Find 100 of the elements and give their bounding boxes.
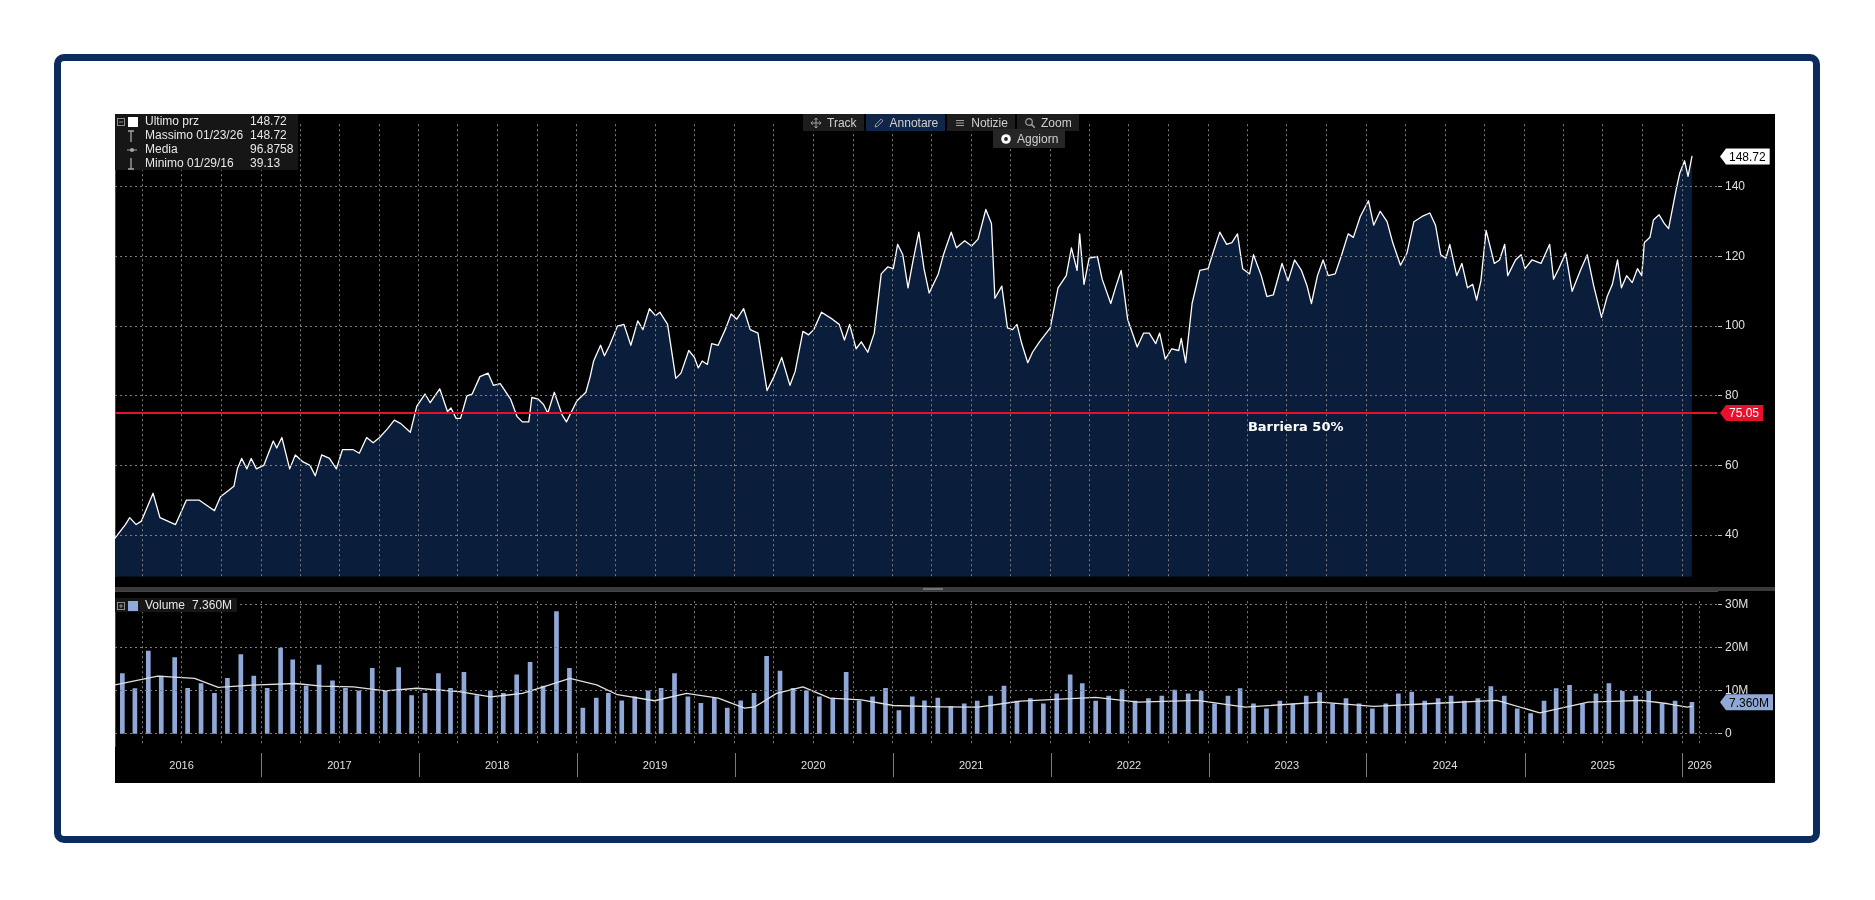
text: 148.72 — [1729, 149, 1767, 164]
bar — [1580, 703, 1585, 734]
annotation: Minimo 01/29/16 — [144, 156, 235, 170]
bar — [948, 706, 954, 734]
bar — [120, 673, 125, 734]
bar — [1093, 700, 1098, 734]
bar — [1462, 700, 1467, 734]
bar — [1317, 692, 1322, 734]
y-tick-label: 100 — [1725, 318, 1746, 333]
bar — [1054, 693, 1060, 734]
bar — [632, 696, 638, 734]
annotation: Aggiorn — [1017, 131, 1059, 146]
annotation: Media — [144, 142, 179, 156]
bar — [554, 611, 559, 734]
bar — [922, 700, 927, 734]
bar — [1383, 703, 1389, 734]
bar — [988, 695, 993, 734]
bar — [343, 687, 348, 734]
ref-line-label: Barriera 50% — [1247, 418, 1344, 434]
x-tick-label: 2019 — [642, 758, 668, 771]
bar — [1619, 690, 1625, 734]
bar — [1172, 689, 1178, 734]
y-tick-label: 60 — [1725, 457, 1739, 472]
bar — [1028, 698, 1033, 734]
y-tick-label: 140 — [1725, 179, 1746, 194]
bar — [290, 659, 296, 734]
bar — [264, 687, 270, 734]
x-tick-label: 2023 — [1274, 758, 1300, 771]
bar — [870, 696, 875, 734]
bar — [1514, 708, 1520, 734]
bar — [1159, 695, 1165, 734]
bar — [514, 674, 520, 734]
y-tick-label: 0 — [1725, 726, 1732, 741]
y-tick-label: 120 — [1725, 248, 1746, 263]
bar — [1185, 693, 1191, 734]
bar — [910, 696, 915, 734]
y-tick-label: 30M — [1725, 596, 1749, 611]
bar — [1264, 708, 1269, 734]
annotation: 148.72 — [249, 128, 288, 142]
annotation: Zoom — [1040, 115, 1072, 130]
bar — [606, 693, 611, 734]
bar — [409, 695, 414, 734]
bar — [185, 687, 190, 734]
bar — [500, 693, 506, 734]
x-tick-label: 2025 — [1590, 758, 1616, 771]
y-tick-label: 80 — [1725, 388, 1739, 403]
bar — [1633, 695, 1639, 734]
bar — [764, 656, 769, 734]
annotation: 148.72 — [249, 114, 288, 128]
x-tick-label: 2021 — [958, 758, 984, 771]
bar — [1212, 703, 1217, 734]
y-tick-label: 20M — [1725, 640, 1749, 655]
bar — [672, 673, 677, 734]
bar — [1422, 700, 1428, 734]
bar — [1079, 683, 1085, 734]
bar — [225, 678, 230, 734]
bar — [1501, 695, 1507, 734]
x-tick-label: 2020 — [801, 758, 826, 771]
annotation: Annotare — [889, 115, 939, 130]
bar — [238, 654, 244, 734]
bar — [1646, 690, 1652, 734]
bar — [567, 668, 572, 734]
bar — [382, 690, 388, 734]
bar — [724, 707, 730, 734]
bar — [1290, 703, 1296, 734]
bar — [1396, 693, 1401, 734]
bar — [1409, 691, 1415, 734]
bar — [1528, 713, 1533, 734]
x-tick-label: 2024 — [1432, 758, 1458, 771]
bar — [711, 697, 717, 734]
bar — [974, 700, 980, 734]
bar — [1251, 703, 1256, 734]
bar — [396, 667, 401, 734]
bar — [830, 697, 836, 734]
bar — [1330, 703, 1335, 734]
bar — [158, 675, 164, 734]
text: 7.360M — [1729, 695, 1770, 710]
bar — [487, 690, 493, 734]
x-tick-label: 2017 — [327, 758, 352, 771]
bar — [1370, 708, 1375, 734]
bar — [804, 690, 809, 734]
legend-label: Volume — [144, 598, 187, 612]
bar — [369, 668, 375, 734]
bar — [251, 675, 257, 734]
annotation: Notizie — [971, 115, 1008, 130]
bar — [172, 657, 177, 734]
bar — [817, 696, 822, 734]
bar — [436, 673, 441, 734]
bar — [1146, 698, 1151, 734]
bar — [330, 680, 335, 734]
bar — [1106, 695, 1111, 734]
bar — [1567, 684, 1572, 734]
annotation: 96.8758 — [249, 142, 295, 156]
bar — [593, 697, 599, 734]
bar — [145, 650, 151, 734]
bar — [1041, 703, 1046, 734]
bar — [278, 647, 283, 734]
bar — [738, 700, 743, 734]
y-tick-label: 10M — [1725, 683, 1749, 698]
x-tick-label: 2026 — [1687, 758, 1712, 771]
